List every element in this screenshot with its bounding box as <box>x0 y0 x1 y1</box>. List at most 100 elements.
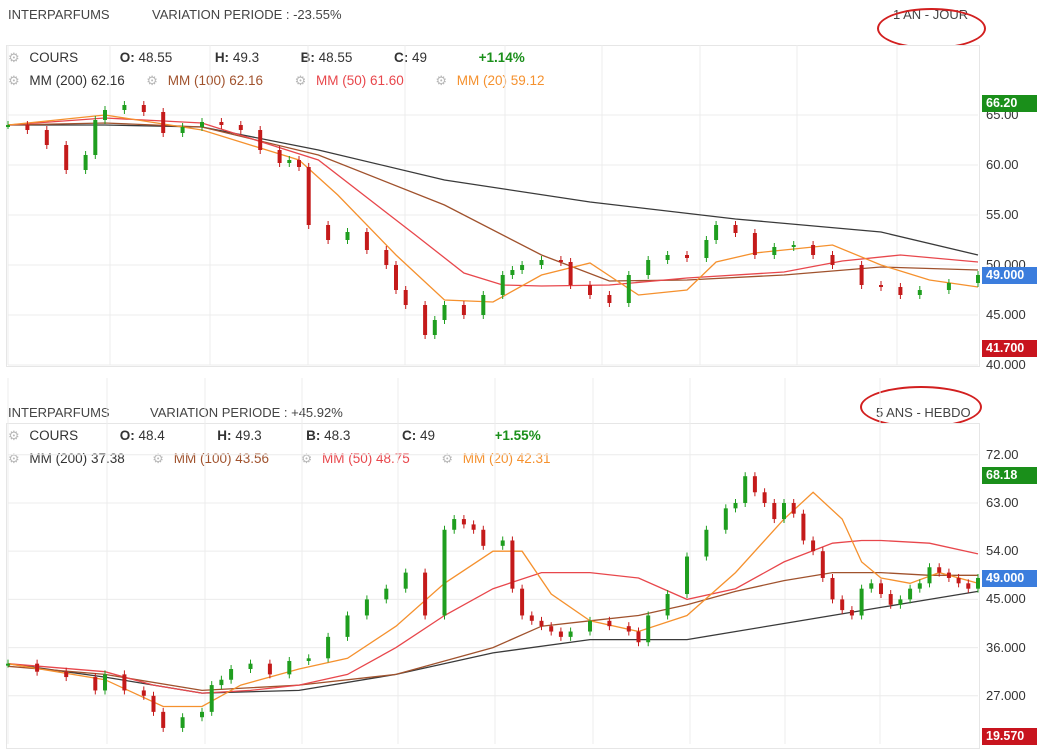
candle-body <box>558 631 563 637</box>
gear-icon[interactable]: ⚙ <box>8 451 20 466</box>
close-value: 49 <box>419 428 435 443</box>
candle-body <box>646 615 651 643</box>
stock-name: INTERPARFUMS <box>8 405 110 420</box>
candle-body <box>277 150 282 163</box>
series-line-mm-100- <box>7 571 978 692</box>
candle-body <box>248 663 253 670</box>
period-variation: VARIATION PERIODE : -23.55% <box>152 7 342 22</box>
candle-body <box>161 112 166 133</box>
ma100-value: 62.16 <box>229 73 264 88</box>
candle-body <box>64 671 69 678</box>
chart-panel-1yr: INTERPARFUMS VARIATION PERIODE : -23.55%… <box>0 0 1048 372</box>
stock-name: INTERPARFUMS <box>8 7 110 22</box>
candle-body <box>927 567 932 584</box>
candle-body <box>151 695 156 712</box>
candle-body <box>481 529 486 546</box>
candle-body <box>685 255 689 258</box>
y-tick-label: 36.000 <box>986 639 1026 655</box>
candle-body <box>345 615 350 637</box>
gear-icon[interactable]: ⚙ <box>294 73 307 88</box>
candle-body <box>461 305 466 315</box>
open-value: 48.55 <box>138 50 173 65</box>
candle-body <box>326 225 331 240</box>
open-label: O: <box>119 50 135 65</box>
price-badge: 41.700 <box>982 340 1037 357</box>
candle-body <box>403 290 408 305</box>
series-line-mm-50- <box>7 539 979 694</box>
candle-body <box>122 674 127 691</box>
high-value: 49.3 <box>232 50 260 65</box>
candle-body <box>869 583 874 589</box>
gear-icon[interactable]: ⚙ <box>8 73 20 88</box>
candle-body <box>442 529 447 616</box>
candle-body <box>520 588 525 616</box>
candle-body <box>539 620 544 627</box>
series-line-mm-20- <box>7 114 979 303</box>
candle-body <box>733 225 738 233</box>
close-value: 49 <box>412 50 428 65</box>
candle-body <box>626 626 631 632</box>
candle-body <box>607 295 612 303</box>
candle-body <box>956 577 961 584</box>
series-line-mm-20- <box>7 491 979 708</box>
candle-body <box>976 577 980 589</box>
candle-body <box>180 717 185 728</box>
series-line-mm-200- <box>7 590 979 694</box>
price-badge: 19.570 <box>982 727 1037 745</box>
cours-label: COURS <box>29 50 79 65</box>
candle-body <box>25 125 30 130</box>
candle-body <box>180 127 185 133</box>
open-value: 48.4 <box>138 428 165 443</box>
candle-body <box>626 275 631 303</box>
gear-icon[interactable]: ⚙ <box>8 50 20 65</box>
y-tick-label: 55.00 <box>986 207 1019 222</box>
gear-icon[interactable]: ⚙ <box>441 451 453 466</box>
candle-body <box>141 105 146 112</box>
candle-body <box>200 122 204 127</box>
candle-body <box>238 125 243 130</box>
gear-icon[interactable]: ⚙ <box>146 73 158 88</box>
plot-area <box>6 45 980 367</box>
ma50-value: 61.60 <box>370 73 404 88</box>
candle-body <box>442 305 447 320</box>
candle-body <box>103 110 107 120</box>
candle-body <box>258 130 263 150</box>
y-tick-label: 27.000 <box>986 687 1026 703</box>
period-variation: VARIATION PERIODE : +45.92% <box>150 405 343 420</box>
candle-body <box>539 260 544 265</box>
candle-body <box>219 122 224 125</box>
chart-panel-5yr: INTERPARFUMS VARIATION PERIODE : +45.92%… <box>0 372 1048 751</box>
candle-body <box>161 711 166 728</box>
candle-body <box>219 679 224 686</box>
y-tick-label: 54.00 <box>986 543 1019 559</box>
gear-icon[interactable]: ⚙ <box>8 428 20 443</box>
candle-body <box>364 599 369 616</box>
candle-body <box>791 245 796 247</box>
change-value: +1.55% <box>494 428 541 443</box>
gear-icon[interactable]: ⚙ <box>435 73 447 88</box>
gear-icon[interactable]: ⚙ <box>152 451 164 466</box>
candle-body <box>966 583 971 589</box>
candle-body <box>946 572 951 578</box>
quote-legend: ⚙ COURS O: 48.55 H: 49.3 B: 48.55 C: 49 … <box>8 50 525 66</box>
candle-body <box>549 626 554 632</box>
gear-icon[interactable]: ⚙ <box>300 451 313 466</box>
candle-body <box>520 265 525 270</box>
y-tick-label: 45.000 <box>986 591 1026 607</box>
candle-body <box>471 524 476 530</box>
candle-body <box>297 160 301 167</box>
high-label: H: <box>214 50 230 65</box>
candle-body <box>93 677 98 691</box>
candle-body <box>646 260 651 275</box>
ma100-label: MM (100) <box>167 73 226 88</box>
y-tick-label: 45.000 <box>986 307 1026 322</box>
candle-body <box>685 556 689 595</box>
candle-body <box>898 599 903 605</box>
candle-body <box>345 232 350 240</box>
candle-body <box>917 290 922 295</box>
candle-body <box>44 130 49 145</box>
candle-body <box>35 663 40 672</box>
price-badge: 49.000 <box>982 569 1037 587</box>
candle-body <box>714 225 719 240</box>
candle-body <box>588 285 592 295</box>
